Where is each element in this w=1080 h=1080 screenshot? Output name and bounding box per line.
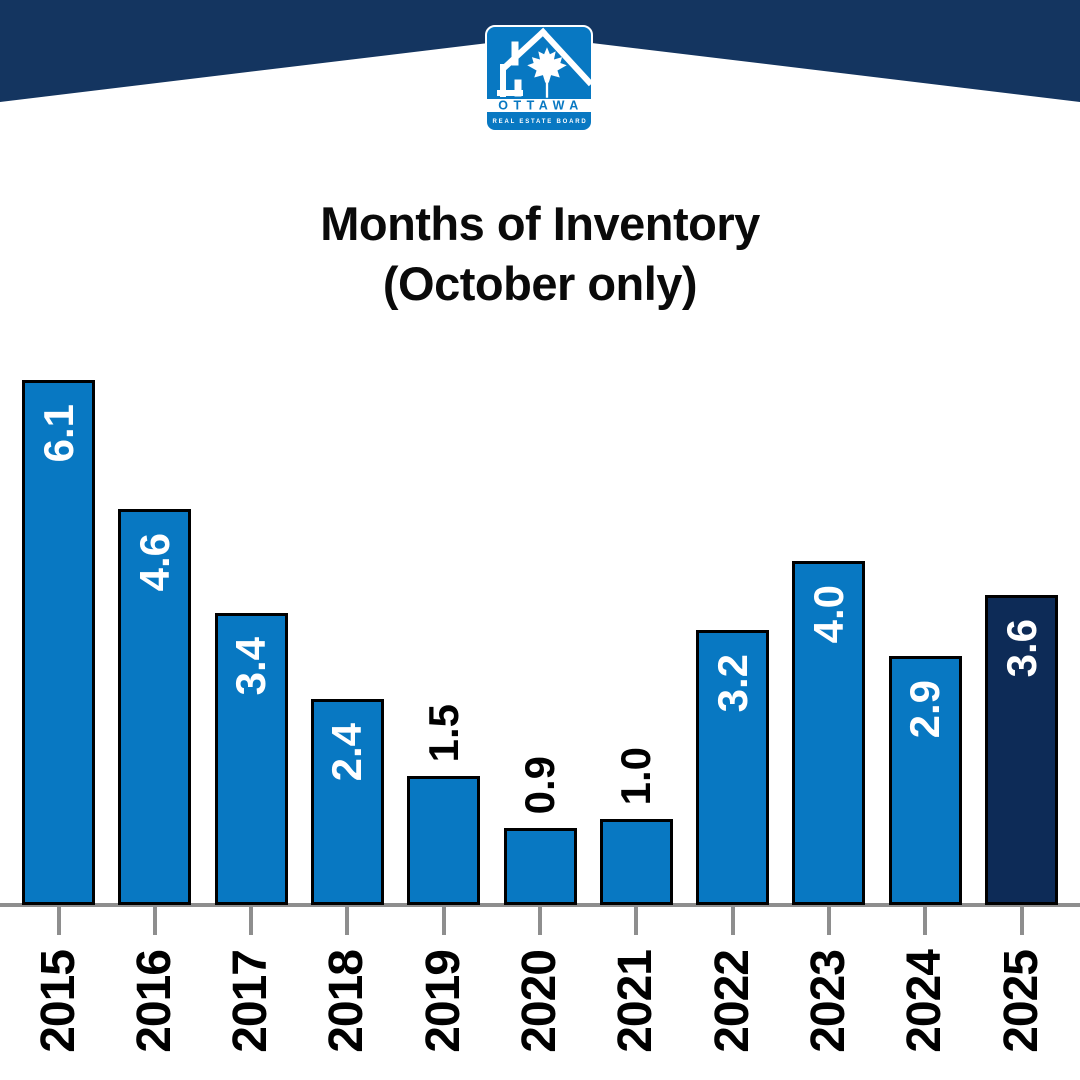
bar-value-label-2024: 2.9 <box>901 680 949 739</box>
chart-title: Months of Inventory <box>320 197 760 250</box>
bar-value-label-2021: 1.0 <box>612 746 660 805</box>
bar-value-label-2019: 1.5 <box>419 703 467 762</box>
axis-tick <box>538 907 542 935</box>
logo-board-text: REAL ESTATE BOARD <box>493 119 588 125</box>
bar-value-label-2018: 2.4 <box>323 723 371 782</box>
x-axis-line <box>0 903 1080 907</box>
chart-title-block: Months of Inventory (October only) <box>0 194 1080 314</box>
axis-tick <box>56 907 61 935</box>
bar-value-label-2023: 4.0 <box>804 585 852 644</box>
category-label-2018: 2018 <box>320 950 374 1053</box>
bar-value-label-2022: 3.2 <box>708 654 756 713</box>
chart-subtitle: (October only) <box>382 257 698 310</box>
bar-value-label-2016: 4.6 <box>130 533 178 592</box>
category-label-2017: 2017 <box>224 950 278 1053</box>
bar-value-label-2025: 3.6 <box>997 619 1045 678</box>
bar-2024 <box>888 656 962 905</box>
bar-2019 <box>407 776 481 905</box>
axis-tick <box>249 907 254 935</box>
category-label-2023: 2023 <box>801 950 855 1053</box>
axis-tick <box>730 907 735 935</box>
bar-2020 <box>503 828 577 905</box>
bar-2023 <box>792 561 866 905</box>
oreb-logo: OTTAWA REAL ESTATE BOARD <box>485 25 593 132</box>
category-label-2015: 2015 <box>31 950 85 1053</box>
bar-2018 <box>310 699 384 905</box>
axis-tick <box>345 907 350 935</box>
logo-org-text: OTTAWA <box>498 99 584 113</box>
category-label-2020: 2020 <box>513 950 566 1053</box>
axis-tick <box>923 907 928 935</box>
category-label-2024: 2024 <box>898 950 952 1053</box>
axis-tick <box>826 907 831 935</box>
category-label-2016: 2016 <box>127 950 181 1053</box>
bar-value-label-2015: 6.1 <box>34 404 82 463</box>
bar-value-label-2017: 3.4 <box>227 637 275 696</box>
axis-tick <box>152 907 157 935</box>
maple-leaf-icon <box>527 47 567 98</box>
bar-2015 <box>22 380 95 905</box>
bar-2016 <box>118 509 192 905</box>
bar-2025 <box>985 595 1058 905</box>
axis-tick <box>634 907 639 935</box>
bar-2022 <box>696 630 770 905</box>
category-label-2022: 2022 <box>705 950 759 1053</box>
category-label-2019: 2019 <box>416 950 470 1053</box>
category-label-2021: 2021 <box>609 950 663 1053</box>
axis-tick <box>441 907 446 935</box>
logo-band <box>486 99 592 112</box>
axis-tick <box>1019 907 1024 935</box>
bar-value-label-2020: 0.9 <box>516 755 563 814</box>
house-icon <box>497 27 593 97</box>
bar-2021 <box>599 819 673 905</box>
category-label-2025: 2025 <box>994 950 1048 1053</box>
bar-2017 <box>214 613 288 905</box>
